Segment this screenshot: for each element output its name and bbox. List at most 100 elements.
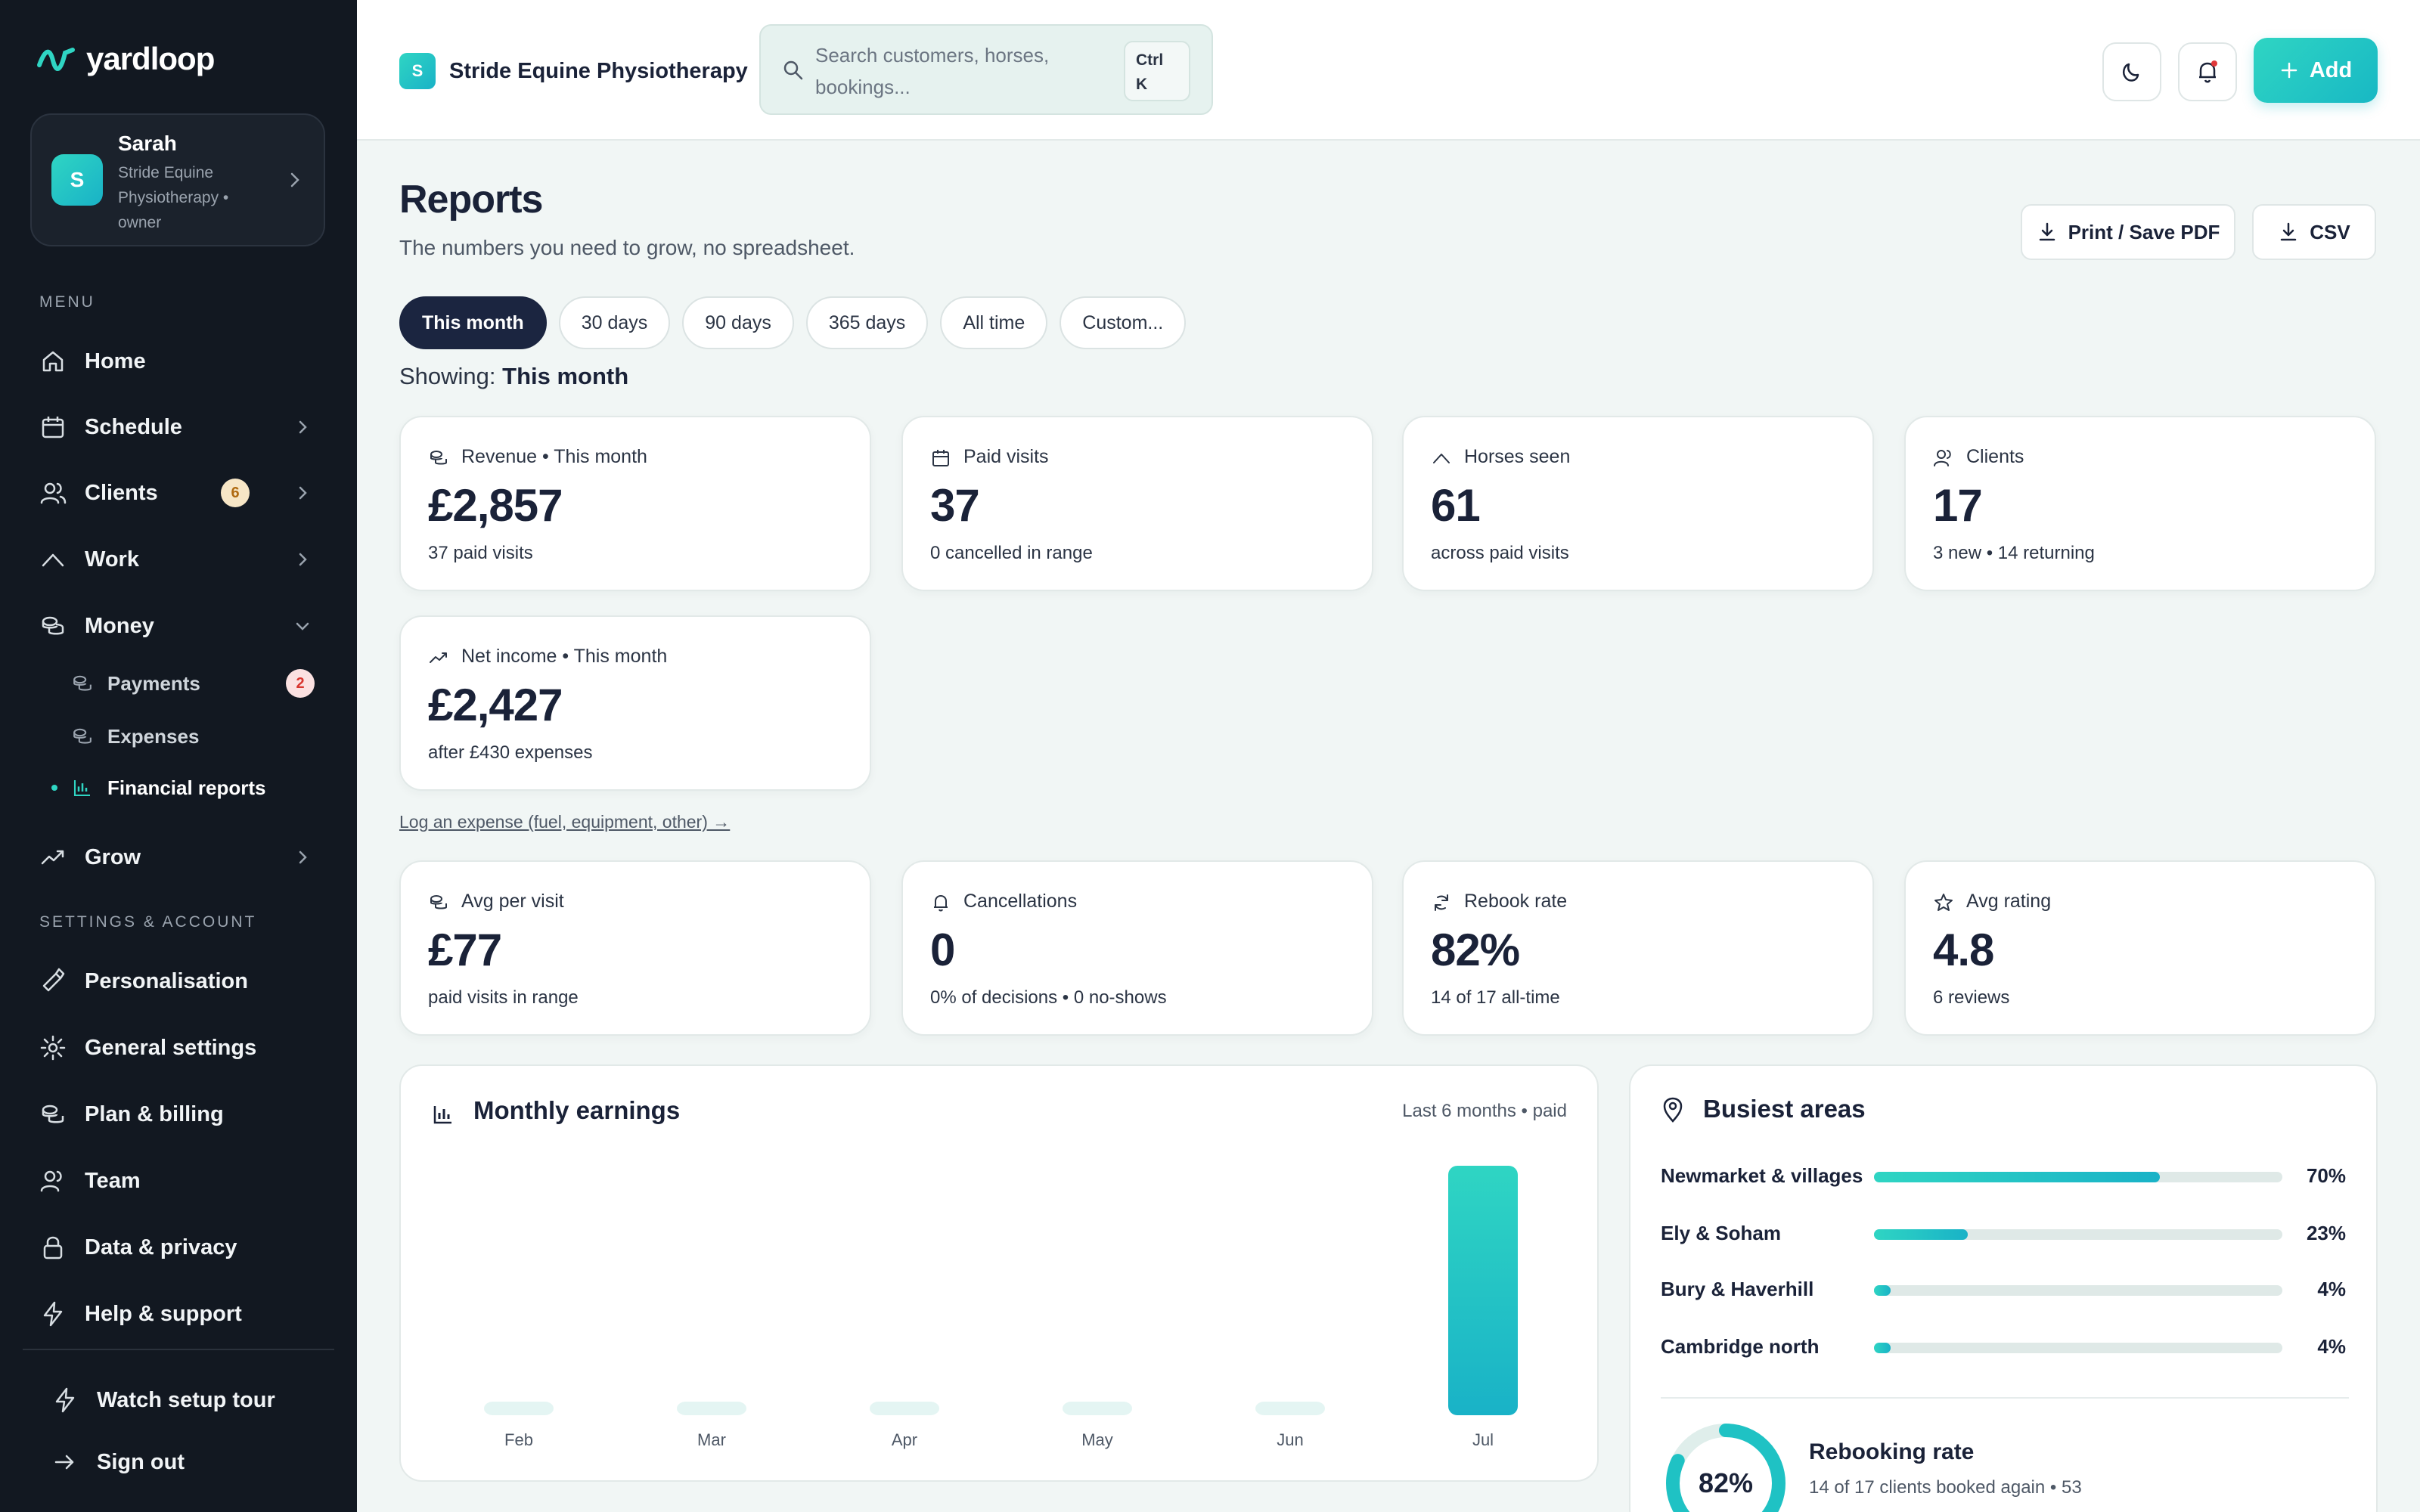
sidebar-item-clients[interactable]: Clients 6 xyxy=(23,469,334,517)
moon-icon xyxy=(2122,63,2139,82)
theme-toggle-button[interactable] xyxy=(2102,42,2161,101)
sidebar-item-label: Home xyxy=(85,349,146,373)
chart-note: Last 6 months • paid xyxy=(1402,1101,1567,1121)
coins-icon xyxy=(430,895,447,909)
sidebar-item-expenses[interactable]: Expenses xyxy=(68,715,325,758)
coins-icon xyxy=(42,1105,64,1123)
stat-subtitle: after £430 expenses xyxy=(428,742,593,763)
account-switcher[interactable]: S Sarah Stride Equine Physiotherapy • ow… xyxy=(30,113,325,246)
avatar: S xyxy=(51,154,103,206)
work-icon xyxy=(42,553,64,567)
stat-card-net-income[interactable]: Net income • This month £2,427 after £43… xyxy=(399,615,871,791)
chart-bar-apr[interactable] xyxy=(870,1402,939,1415)
stat-title: Cancellations xyxy=(963,891,1078,912)
stat-card-avg-rating[interactable]: Avg rating 4.8 6 reviews xyxy=(1904,860,2376,1036)
log-expense-link[interactable]: Log an expense (fuel, equipment, other) … xyxy=(399,812,731,832)
watch-setup-tour-link[interactable]: Watch setup tour xyxy=(35,1376,346,1424)
range-tab-30-days[interactable]: 30 days xyxy=(558,296,671,349)
notifications-button[interactable] xyxy=(2178,42,2237,101)
area-bar-track xyxy=(1874,1229,2282,1240)
chevron-down-icon xyxy=(296,622,309,631)
chevron-right-icon xyxy=(299,486,307,500)
sidebar-item-schedule[interactable]: Schedule xyxy=(23,403,334,451)
sidebar-item-financial-reports[interactable]: Financial reports xyxy=(51,767,325,809)
search-input[interactable]: Search customers, horses, bookings... Ct… xyxy=(759,24,1213,115)
refresh-icon xyxy=(1435,894,1448,911)
search-placeholder: Search customers, horses, bookings... xyxy=(815,44,1050,98)
sidebar-item-label: Team xyxy=(85,1168,141,1193)
stat-title: Horses seen xyxy=(1464,446,1571,467)
stat-title: Avg rating xyxy=(1966,891,2052,912)
chart-bar-jun[interactable] xyxy=(1255,1402,1325,1415)
stat-card-revenue[interactable]: Revenue • This month £2,857 37 paid visi… xyxy=(399,416,871,591)
print-save-pdf-button[interactable]: Print / Save PDF xyxy=(2021,204,2235,260)
stat-title: Revenue • This month xyxy=(461,446,647,467)
sidebar-item-grow[interactable]: Grow xyxy=(23,833,334,881)
chart-bar-feb[interactable] xyxy=(484,1402,554,1415)
sign-out-link[interactable]: Sign out xyxy=(35,1438,346,1486)
sidebar-item-label: Watch setup tour xyxy=(97,1387,275,1412)
range-tab-90-days[interactable]: 90 days xyxy=(682,296,794,349)
csv-button[interactable]: CSV xyxy=(2252,204,2376,260)
account-subtitle: Stride Equine Physiotherapy • owner xyxy=(118,164,229,231)
csv-button-label: CSV xyxy=(2310,220,2350,243)
add-button[interactable]: Add xyxy=(2254,38,2378,103)
sidebar-item-help-support[interactable]: Help & support xyxy=(23,1290,334,1338)
search-icon xyxy=(783,60,803,80)
stat-subtitle: across paid visits xyxy=(1431,543,1569,563)
range-tab-custom[interactable]: Custom... xyxy=(1060,296,1187,349)
sidebar-item-label: Payments xyxy=(107,671,200,695)
range-tab-this-month[interactable]: This month xyxy=(399,296,547,349)
gear-icon xyxy=(40,1035,66,1061)
brand-logo[interactable]: yardloop xyxy=(36,39,215,79)
chevron-right-icon xyxy=(299,420,307,434)
area-percent: 4% xyxy=(2317,1335,2346,1358)
sidebar-item-plan-billing[interactable]: Plan & billing xyxy=(23,1090,334,1139)
sidebar-item-label: Clients xyxy=(85,480,158,505)
sidebar-item-general-settings[interactable]: General settings xyxy=(23,1024,334,1072)
sidebar-item-payments[interactable]: Payments 2 xyxy=(68,662,325,705)
chart-tick-label: Jul xyxy=(1472,1430,1494,1449)
sidebar-item-money[interactable]: Money xyxy=(23,602,334,650)
area-percent: 4% xyxy=(2317,1278,2346,1300)
sidebar-item-work[interactable]: Work xyxy=(23,535,334,584)
page-title: Reports xyxy=(399,178,543,222)
stat-subtitle: 3 new • 14 returning xyxy=(1933,543,2095,563)
area-bar-track xyxy=(1874,1172,2282,1182)
bolt-icon xyxy=(43,1301,63,1327)
panel-title: Busiest areas xyxy=(1703,1095,1866,1123)
keyboard-shortcut: Ctrl K xyxy=(1124,41,1190,101)
arrow-right-icon xyxy=(54,1455,74,1470)
sidebar-item-home[interactable]: Home xyxy=(23,337,334,386)
stat-title: Net income • This month xyxy=(461,646,668,667)
area-percent: 70% xyxy=(2306,1164,2346,1187)
stat-card-horses-seen[interactable]: Horses seen 61 across paid visits xyxy=(1402,416,1874,591)
chevron-right-icon xyxy=(299,553,307,566)
area-name: Newmarket & villages xyxy=(1661,1164,1863,1187)
account-name: Sarah xyxy=(118,132,177,155)
stat-title: Clients xyxy=(1966,446,2024,467)
chart-bar-may[interactable] xyxy=(1063,1402,1132,1415)
chart-bar-jul[interactable] xyxy=(1448,1166,1518,1415)
stat-card-cancellations[interactable]: Cancellations 0 0% of decisions • 0 no-s… xyxy=(901,860,1373,1036)
sidebar-item-team[interactable]: Team xyxy=(23,1157,334,1205)
chart-tick-label: Feb xyxy=(504,1430,533,1449)
range-tab-365-days[interactable]: 365 days xyxy=(805,296,929,349)
date-range-tabs: This month 30 days 90 days 365 days All … xyxy=(399,296,1187,349)
sidebar-item-data-privacy[interactable]: Data & privacy xyxy=(23,1223,334,1272)
notification-badge: 2 xyxy=(286,669,315,698)
sidebar-item-label: Data & privacy xyxy=(85,1235,237,1259)
stat-card-paid-visits[interactable]: Paid visits 37 0 cancelled in range xyxy=(901,416,1373,591)
stat-card-clients[interactable]: Clients 17 3 new • 14 returning xyxy=(1904,416,2376,591)
org-switcher[interactable]: S Stride Equine Physiotherapy xyxy=(399,53,748,89)
sidebar-item-personalisation[interactable]: Personalisation xyxy=(23,957,334,1005)
chart-bar-mar[interactable] xyxy=(677,1402,746,1415)
sidebar-item-label: Financial reports xyxy=(107,776,266,799)
range-tab-all-time[interactable]: All time xyxy=(940,296,1048,349)
stat-card-avg-per-visit[interactable]: Avg per visit £77 paid visits in range xyxy=(399,860,871,1036)
stat-value: 61 xyxy=(1431,480,1481,531)
stat-card-rebook-rate[interactable]: Rebook rate 82% 14 of 17 all-time xyxy=(1402,860,1874,1036)
stat-subtitle: 0% of decisions • 0 no-shows xyxy=(930,987,1167,1008)
stat-value: £2,857 xyxy=(428,480,563,531)
rebooking-donut: 82% xyxy=(1666,1424,1786,1512)
